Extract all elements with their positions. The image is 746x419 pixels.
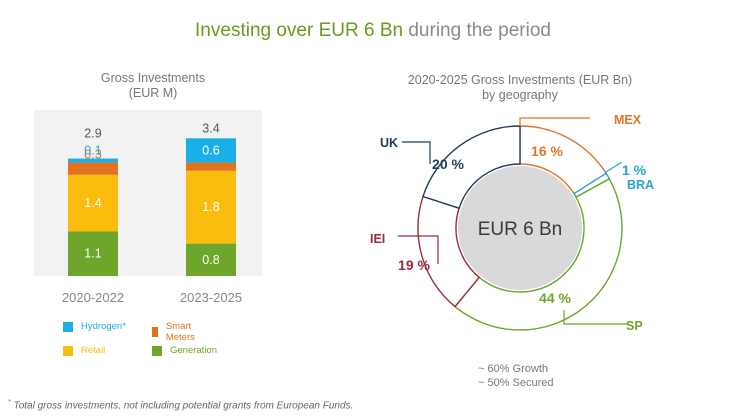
bar-chart-subtitle-line1: Gross Investments [100, 71, 206, 85]
footnote-text: Total gross investments, not including p… [10, 400, 354, 412]
footnote: * Total gross investments, not including… [8, 399, 353, 411]
leader-line-uk [402, 141, 431, 164]
note-secured: ~ 50% Secured [478, 377, 554, 389]
donut-pct-label-mex: 16 % [531, 143, 563, 159]
notes: ~ 60% Growth ~ 50% Secured [478, 362, 554, 390]
legend-label-hydrogen: Hydrogen* [81, 321, 126, 332]
x-tick-label-2: 2023-2025 [180, 290, 242, 305]
legend-label-smart-meters: Smart Meters [165, 321, 195, 343]
bar-label-smart_meters-1: 0.3 [84, 148, 101, 162]
legend-item-generation: Generation [152, 345, 217, 356]
bar-label-retail-1: 1.4 [84, 196, 101, 210]
donut-center-label: EUR 6 Bn [478, 219, 562, 240]
donut-pct-label-iei: 19 % [398, 257, 430, 273]
donut-name-label-uk: UK [380, 136, 398, 150]
donut-pct-label-sp: 44 % [539, 290, 571, 306]
bar-label-generation-1: 1.1 [84, 247, 101, 261]
bar-chart-subtitle-line2: (EUR M) [128, 86, 178, 100]
bar-total-2: 3.4 [202, 121, 219, 135]
title-highlight: Investing over EUR 6 Bn [195, 20, 404, 41]
legend-label-generation: Generation [170, 345, 218, 356]
leader-line-sp [563, 310, 627, 325]
legend-label-retail: Retail [81, 345, 106, 356]
legend-swatch-hydrogen [63, 321, 73, 332]
bar-hydrogen-1 [68, 158, 118, 163]
donut-pct-label-bra: 1 % [622, 162, 647, 178]
footnote-marker: * [8, 399, 11, 406]
leader-line-iei [398, 235, 439, 264]
bar-hydrogen-2 [186, 138, 236, 163]
bar-chart: 1.11.40.30.12.92020-20220.81.80.20.63.42… [34, 110, 262, 305]
page-title: Investing over EUR 6 Bn during the perio… [0, 20, 746, 42]
bar-retail-1 [68, 174, 118, 232]
bar-label-generation-2: 0.8 [202, 253, 219, 267]
donut-chart-subtitle: 2020-2025 Gross Investments (EUR Bn) by … [380, 73, 660, 103]
legend-item-retail: Retail [63, 345, 105, 356]
donut-center-circle [458, 166, 582, 290]
bar-chart-subtitle: Gross Investments (EUR M) [48, 71, 258, 101]
legend-item-smart-meters: Smart Meters [152, 321, 199, 343]
bar-total-1: 2.9 [84, 127, 101, 141]
leader-line-bra [605, 161, 623, 173]
donut-chart-subtitle-line1: 2020-2025 Gross Investments (EUR Bn) [407, 73, 633, 87]
legend-swatch-generation [152, 345, 162, 356]
bar-generation-2 [186, 243, 236, 276]
donut-chart: EUR 6 Bn 16 % MEX 1 %BRA 44 % SP 19 % IEI 20 % UK [370, 113, 654, 333]
legend-item-hydrogen: Hydrogen* [63, 321, 126, 332]
bar-generation-1 [68, 231, 118, 276]
bar-smart_meters-1 [68, 162, 118, 175]
bar-label-retail-2: 1.8 [202, 200, 219, 214]
donut-slice-uk [422, 125, 521, 210]
donut-name-label-bra: BRA [627, 178, 654, 192]
donut-pct-label-uk: 20 % [432, 156, 464, 172]
bar-label-hydrogen-1: 0.1 [84, 144, 101, 158]
bar-retail-2 [186, 170, 236, 244]
title-rest: during the period [403, 20, 551, 41]
leader-line-mex [519, 117, 590, 126]
legend-swatch-retail [63, 345, 73, 356]
donut-name-label-sp: SP [626, 319, 643, 333]
donut-chart-subtitle-line2: by geography [482, 88, 558, 102]
donut-name-label-mex: MEX [614, 113, 642, 127]
x-tick-label-1: 2020-2022 [62, 290, 124, 305]
donut-name-label-iei: IEI [370, 232, 385, 246]
legend-swatch-smart-meters [152, 327, 158, 337]
bar-label-hydrogen-2: 0.6 [202, 143, 219, 157]
donut-slice-sp [453, 177, 623, 331]
note-growth: ~ 60% Growth [478, 363, 549, 375]
bar-smart_meters-2 [186, 162, 236, 171]
